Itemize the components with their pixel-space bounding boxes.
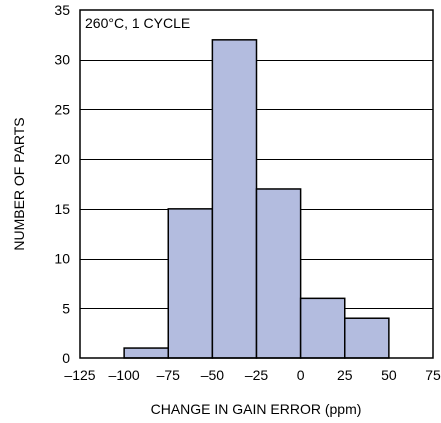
x-tick-label: –50: [201, 367, 225, 383]
y-axis-title: NUMBER OF PARTS: [11, 117, 27, 250]
y-tick-label: 20: [54, 151, 70, 167]
x-tick-label: –75: [157, 367, 181, 383]
histogram-bar: [255, 188, 302, 359]
y-tick-label: 35: [54, 2, 70, 18]
plot-border: [79, 9, 434, 359]
x-axis-ticks: –125 –100 –75 –50 –25 0 25 50 75: [64, 367, 441, 383]
x-tick-label: 0: [297, 367, 305, 383]
y-tick-label: 25: [54, 101, 70, 117]
y-tick-label: 0: [62, 350, 70, 366]
x-tick-label: –25: [245, 367, 269, 383]
chart-annotation: 260°C, 1 CYCLE: [85, 15, 190, 31]
x-tick-label: 50: [381, 367, 397, 383]
histogram-bar: [123, 347, 169, 359]
y-tick-label: 30: [54, 52, 70, 68]
y-tick-label: 5: [62, 300, 70, 316]
plot-frame: [79, 9, 434, 359]
x-tick-label: –100: [109, 367, 140, 383]
x-tick-label: –125: [64, 367, 95, 383]
x-tick-label: 75: [425, 367, 441, 383]
histogram-bar: [211, 39, 258, 359]
y-tick-label: 10: [54, 251, 70, 267]
histogram-bar: [299, 297, 346, 359]
x-tick-label: 25: [337, 367, 353, 383]
y-tick-label: 15: [54, 201, 70, 217]
histogram-bar: [167, 208, 214, 359]
histogram-bar: [344, 317, 390, 359]
histogram-bars: [123, 39, 390, 359]
x-axis-title: CHANGE IN GAIN ERROR (ppm): [151, 401, 362, 417]
y-axis-ticks: 0 5 10 15 20 25 30 35: [54, 2, 70, 366]
